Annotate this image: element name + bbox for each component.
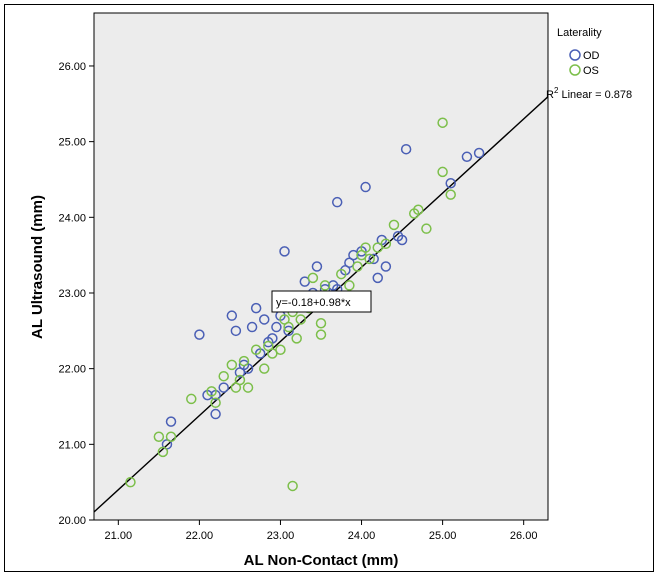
point-od <box>445 178 456 189</box>
y-tick-label: 20.00 <box>58 515 86 527</box>
point-os <box>242 382 254 393</box>
legend-label-od: OD <box>583 50 600 62</box>
legend: Laterality OD OS <box>557 27 602 77</box>
point-od <box>283 325 294 337</box>
legend-label-os: OS <box>583 65 599 77</box>
point-os <box>153 431 165 443</box>
x-tick-label: 21.00 <box>105 530 133 542</box>
point-od <box>165 416 177 427</box>
point-os <box>238 355 250 367</box>
legend-title: Laterality <box>557 27 602 39</box>
point-os <box>319 280 331 291</box>
point-od <box>372 272 383 284</box>
point-os <box>437 166 448 178</box>
point-os <box>165 431 177 443</box>
legend-marker-od <box>569 49 581 61</box>
point-os <box>315 318 327 329</box>
legend-marker-os <box>569 64 581 76</box>
r2-label: R2 Linear = 0.878 <box>546 86 632 101</box>
point-os <box>206 386 217 397</box>
point-os <box>388 219 400 231</box>
point-os <box>234 374 246 386</box>
point-od <box>311 261 323 272</box>
y-tick-label: 24.00 <box>58 212 86 224</box>
x-tick-label: 23.00 <box>267 530 295 542</box>
point-od <box>400 143 412 155</box>
point-od <box>279 246 290 257</box>
point-os <box>413 204 424 215</box>
point-od <box>461 151 473 163</box>
point-os <box>421 223 432 234</box>
point-od <box>396 234 408 246</box>
x-tick-label: 25.00 <box>429 530 457 542</box>
point-os <box>125 476 136 488</box>
point-od <box>194 329 205 340</box>
y-axis-title: AL Ultrasound (mm) <box>29 195 46 339</box>
point-os <box>360 242 371 253</box>
point-os <box>287 480 298 492</box>
y-tick-label: 21.00 <box>58 439 86 451</box>
point-os <box>445 189 456 200</box>
point-od <box>250 302 262 314</box>
point-os <box>364 253 375 265</box>
point-od <box>331 196 343 208</box>
fit-equation-box: y=-0.18+0.98*x <box>271 290 372 313</box>
x-axis: 21.00 22.00 23.00 24.00 25.00 26.00 <box>105 520 538 542</box>
point-os <box>295 314 306 325</box>
point-od <box>230 325 242 337</box>
point-os <box>250 344 262 355</box>
point-od <box>218 382 229 393</box>
y-tick-label: 22.00 <box>58 364 86 376</box>
point-os <box>186 393 197 405</box>
point-os <box>283 321 294 333</box>
point-os <box>380 238 392 250</box>
point-od <box>226 310 238 321</box>
y-axis: 20.00 21.00 22.00 23.00 24.00 25.00 26.00 <box>58 61 94 527</box>
point-os <box>226 359 238 371</box>
y-tick-label: 23.00 <box>58 288 86 300</box>
point-os <box>437 117 448 128</box>
point-os <box>259 363 270 374</box>
x-tick-label: 24.00 <box>348 530 376 542</box>
point-od <box>368 253 379 265</box>
point-os <box>352 261 363 272</box>
point-od <box>246 321 258 333</box>
point-od <box>360 181 371 193</box>
point-od <box>259 314 270 325</box>
point-os <box>291 333 302 344</box>
point-os <box>307 272 319 284</box>
x-tick-label: 22.00 <box>186 530 214 542</box>
x-axis-title: AL Non-Contact (mm) <box>244 552 399 569</box>
point-os <box>275 344 286 355</box>
point-os <box>218 370 229 382</box>
point-os <box>315 329 327 340</box>
point-os <box>336 268 347 280</box>
y-tick-label: 26.00 <box>58 61 86 73</box>
point-od <box>473 147 485 159</box>
point-os <box>344 280 355 291</box>
x-tick-label: 26.00 <box>510 530 538 542</box>
point-os <box>210 397 221 408</box>
point-od <box>380 261 392 272</box>
point-os <box>157 446 169 458</box>
y-tick-label: 25.00 <box>58 137 86 149</box>
point-od <box>210 408 221 420</box>
fit-equation-label: y=-0.18+0.98*x <box>276 297 351 309</box>
point-od <box>271 321 282 333</box>
